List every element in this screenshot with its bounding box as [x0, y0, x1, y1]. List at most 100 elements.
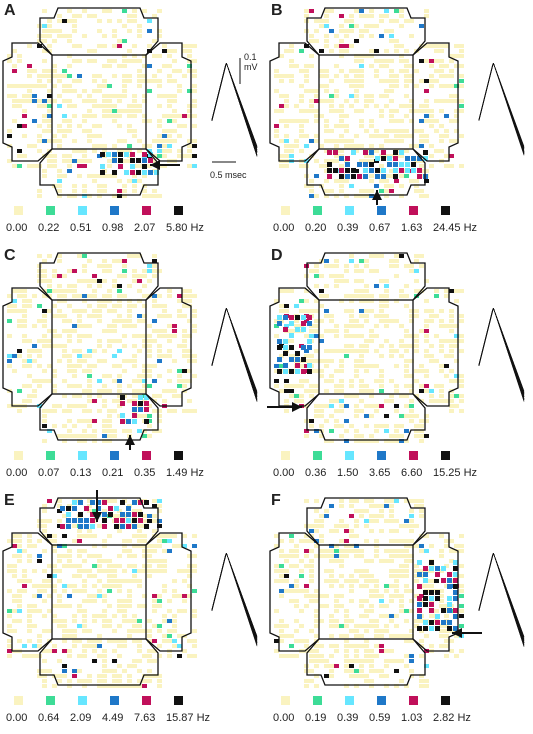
legend-value: 0.00	[273, 222, 295, 234]
time-scale-label: 0.5 msec	[210, 170, 247, 180]
legend-swatch	[46, 696, 55, 705]
spike-waveform	[478, 307, 525, 402]
panel-f: F 0.00 0.19 0.39 0.59 1.03 2.82 Hz	[267, 490, 533, 734]
legend-swatch	[110, 206, 119, 215]
legend-swatch	[409, 206, 418, 215]
legend-value: 4.49	[102, 712, 124, 724]
location-arrow	[92, 490, 102, 522]
legend-swatch	[174, 696, 183, 705]
panel-label: A	[4, 2, 16, 19]
rate-map-f	[269, 497, 525, 688]
legend-swatch	[377, 206, 386, 215]
legend-swatch	[441, 696, 450, 705]
panel-label: C	[4, 247, 16, 264]
legend-swatch	[174, 451, 183, 460]
panel-d: D 0.00 0.36 1.50 3.65 6.60 15.25 Hz	[267, 245, 533, 489]
legend-value: 0.00	[273, 712, 295, 724]
legend-swatch	[441, 451, 450, 460]
legend-value: 0.19	[305, 712, 327, 724]
legend-swatch	[409, 696, 418, 705]
legend-value: 0.98	[102, 222, 124, 234]
legend-swatch	[313, 696, 322, 705]
location-arrow	[150, 160, 180, 170]
legend-value: 0.35	[134, 467, 156, 479]
legend-value: 1.49 Hz	[166, 467, 204, 479]
panel-label: B	[271, 2, 283, 19]
legend-value: 0.36	[305, 467, 327, 479]
rate-map-a	[2, 7, 258, 198]
location-arrow	[267, 402, 302, 412]
rate-map-c	[2, 252, 258, 450]
legend-value: 1.03	[401, 712, 423, 724]
legend-value: 0.67	[369, 222, 391, 234]
legend-swatch	[14, 696, 23, 705]
legend-value: 0.39	[337, 222, 359, 234]
legend-value: 5.80 Hz	[166, 222, 204, 234]
legend-swatch	[345, 206, 354, 215]
rate-map-d	[267, 252, 525, 443]
rate-map-b	[269, 7, 525, 205]
spike-waveform	[478, 62, 525, 156]
legend-value: 0.00	[6, 712, 28, 724]
panel-c: C 0.00 0.07 0.13 0.21 0.35 1.49 Hz	[0, 245, 266, 489]
legend-value: 0.59	[369, 712, 391, 724]
legend-value: 0.00	[273, 467, 295, 479]
spike-waveform	[478, 552, 525, 647]
legend-swatch	[78, 451, 87, 460]
panel-e: E 0.00 0.64 2.09 4.49 7.63 15.87 Hz	[0, 490, 266, 734]
legend-value: 6.60	[401, 467, 423, 479]
legend-swatch	[142, 451, 151, 460]
legend-value: 3.65	[369, 467, 391, 479]
legend-value: 0.00	[6, 467, 28, 479]
legend-swatch	[281, 451, 290, 460]
legend-value: 1.50	[337, 467, 359, 479]
legend-value: 0.64	[38, 712, 60, 724]
legend-swatch	[345, 696, 354, 705]
panel-label: D	[271, 247, 283, 264]
legend-value: 0.39	[337, 712, 359, 724]
legend-value: 2.07	[134, 222, 156, 234]
legend-swatch	[14, 206, 23, 215]
legend-value: 2.09	[70, 712, 92, 724]
legend-swatch	[441, 206, 450, 215]
panel-label: E	[4, 492, 15, 509]
legend-value: 1.63	[401, 222, 423, 234]
legend-swatch	[313, 206, 322, 215]
legend-value: 2.82 Hz	[433, 712, 471, 724]
legend-value: 0.21	[102, 467, 124, 479]
legend-swatch	[409, 451, 418, 460]
legend-swatch	[14, 451, 23, 460]
location-arrow	[452, 628, 482, 638]
panel-b: B 0.00 0.20 0.39 0.67 1.63 24.45 Hz	[267, 0, 533, 244]
legend-value: 24.45 Hz	[433, 222, 478, 234]
location-arrow	[125, 435, 135, 450]
legend-swatch	[46, 451, 55, 460]
legend-value: 0.13	[70, 467, 92, 479]
legend-swatch	[78, 206, 87, 215]
panel-a: A 0.1 mV 0.5 msec 0.00 0.22 0.51 0.98 2.07 5.80 …	[0, 0, 266, 244]
legend-swatch	[110, 696, 119, 705]
legend-swatch	[78, 696, 87, 705]
legend-value: 0.00	[6, 222, 28, 234]
spike-waveform	[211, 307, 258, 402]
legend-value: 0.20	[305, 222, 327, 234]
legend-value: 0.07	[38, 467, 60, 479]
legend-value: 7.63	[134, 712, 156, 724]
legend-value: 0.51	[70, 222, 92, 234]
legend-swatch	[110, 451, 119, 460]
legend-value: 15.87 Hz	[166, 712, 211, 724]
legend-value: 15.25 Hz	[433, 467, 478, 479]
rate-map-e	[2, 490, 258, 688]
panel-label: F	[271, 492, 281, 509]
legend-swatch	[377, 696, 386, 705]
legend-swatch	[281, 206, 290, 215]
legend-swatch	[313, 451, 322, 460]
legend-swatch	[142, 696, 151, 705]
location-arrow	[372, 190, 382, 205]
legend-value: 0.22	[38, 222, 60, 234]
legend-swatch	[46, 206, 55, 215]
legend-swatch	[281, 696, 290, 705]
legend-swatch	[142, 206, 151, 215]
spike-waveform	[211, 552, 258, 647]
legend-swatch	[377, 451, 386, 460]
